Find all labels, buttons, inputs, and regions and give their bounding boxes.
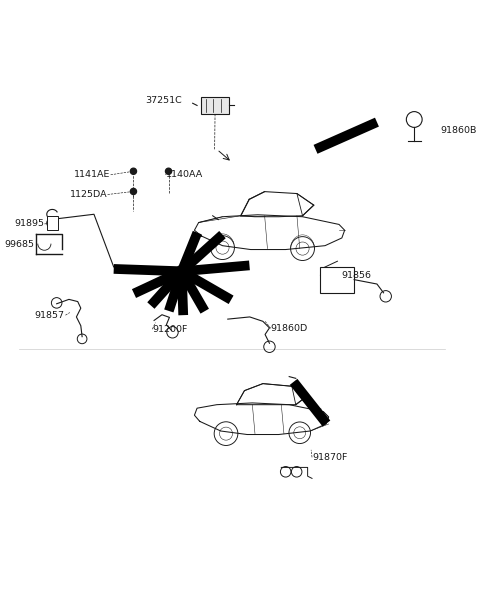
Bar — [47, 217, 58, 230]
Text: 91895: 91895 — [14, 220, 44, 229]
Text: 91860D: 91860D — [271, 324, 308, 333]
Circle shape — [131, 168, 136, 174]
Text: 91856: 91856 — [341, 271, 371, 280]
Text: 1141AE: 1141AE — [74, 170, 110, 179]
Bar — [320, 267, 354, 293]
Text: 1125DA: 1125DA — [70, 190, 107, 199]
Text: 37251C: 37251C — [145, 96, 182, 104]
Text: 99685: 99685 — [5, 239, 35, 248]
Text: 91857: 91857 — [35, 310, 65, 319]
Text: 1140AA: 1140AA — [166, 170, 203, 179]
Circle shape — [166, 168, 172, 174]
Circle shape — [176, 266, 187, 277]
Text: 91200F: 91200F — [152, 325, 188, 334]
Bar — [202, 97, 228, 114]
Circle shape — [131, 189, 136, 195]
Text: 91860B: 91860B — [441, 127, 477, 136]
Text: 91870F: 91870F — [312, 453, 348, 462]
